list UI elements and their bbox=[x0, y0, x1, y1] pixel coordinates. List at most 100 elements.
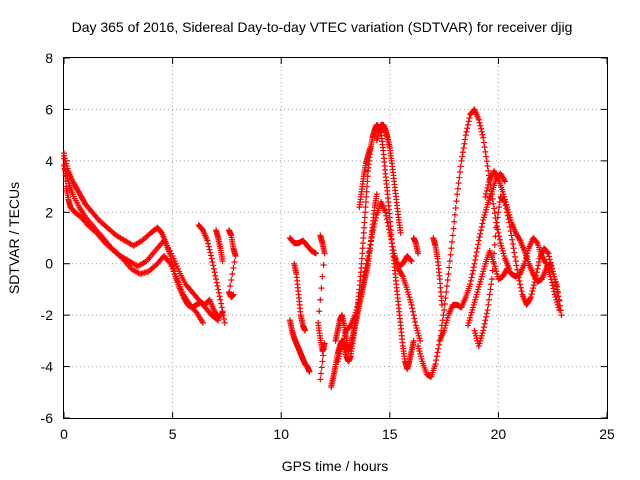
data-point bbox=[449, 238, 456, 245]
data-point bbox=[557, 307, 564, 314]
data-point bbox=[412, 319, 419, 325]
data-point bbox=[213, 276, 220, 283]
data-point bbox=[553, 283, 560, 289]
data-point bbox=[464, 121, 471, 128]
data-point bbox=[482, 193, 489, 200]
data-point bbox=[214, 283, 221, 289]
data-point bbox=[478, 227, 485, 234]
data-point bbox=[510, 245, 517, 252]
series-track-g bbox=[286, 235, 319, 257]
data-point bbox=[449, 232, 456, 239]
data-point bbox=[219, 258, 226, 265]
data-point bbox=[470, 264, 477, 271]
data-point bbox=[495, 209, 502, 216]
data-point bbox=[387, 233, 394, 240]
data-point bbox=[485, 181, 492, 188]
data-point bbox=[221, 319, 228, 326]
data-point bbox=[486, 291, 493, 298]
data-point bbox=[213, 279, 220, 286]
data-point bbox=[535, 262, 542, 269]
series-track-q bbox=[410, 235, 422, 257]
data-point bbox=[490, 259, 497, 265]
data-point bbox=[552, 279, 559, 286]
data-point bbox=[302, 327, 309, 334]
data-point bbox=[317, 376, 324, 383]
series-track-s bbox=[430, 235, 445, 308]
data-point bbox=[215, 286, 222, 293]
data-point bbox=[512, 258, 519, 265]
data-point bbox=[494, 214, 501, 221]
data-point bbox=[480, 139, 487, 146]
y-tick-label: 0 bbox=[45, 256, 53, 272]
data-point bbox=[555, 293, 562, 300]
y-tick-label: -6 bbox=[41, 410, 54, 426]
data-point bbox=[212, 272, 219, 279]
data-point bbox=[360, 235, 367, 241]
data-point bbox=[517, 284, 524, 291]
data-point bbox=[492, 233, 499, 240]
data-point bbox=[484, 163, 491, 169]
series-track-a bbox=[61, 152, 226, 321]
data-point bbox=[209, 259, 216, 265]
data-point bbox=[490, 200, 497, 207]
data-point bbox=[442, 295, 449, 301]
data-point bbox=[215, 317, 222, 324]
data-point bbox=[558, 312, 565, 319]
series-track-r bbox=[415, 106, 513, 380]
data-point bbox=[491, 241, 498, 248]
data-point bbox=[483, 158, 490, 165]
data-point bbox=[383, 216, 390, 223]
data-point bbox=[461, 140, 468, 147]
data-point bbox=[441, 307, 448, 313]
data-point bbox=[205, 240, 212, 247]
data-point bbox=[454, 191, 461, 198]
data-point bbox=[408, 258, 415, 265]
series-track-m bbox=[332, 191, 380, 355]
data-point bbox=[231, 259, 238, 265]
data-point bbox=[554, 289, 561, 296]
data-point bbox=[200, 319, 207, 326]
data-point bbox=[62, 178, 69, 184]
data-point bbox=[409, 308, 416, 315]
data-point bbox=[230, 265, 237, 271]
data-point bbox=[363, 193, 370, 200]
data-point bbox=[546, 253, 553, 260]
data-point bbox=[318, 285, 325, 292]
data-point bbox=[556, 296, 563, 303]
data-point bbox=[463, 128, 470, 135]
data-point bbox=[312, 250, 319, 257]
data-point bbox=[511, 249, 518, 256]
data-point bbox=[508, 232, 515, 239]
data-point bbox=[556, 302, 563, 309]
data-point bbox=[317, 296, 324, 303]
data-point bbox=[454, 185, 461, 192]
data-point bbox=[382, 209, 389, 216]
data-point bbox=[491, 205, 498, 212]
data-point bbox=[361, 224, 368, 231]
data-point bbox=[485, 301, 492, 308]
data-point bbox=[228, 277, 235, 283]
data-point bbox=[496, 236, 503, 243]
data-point bbox=[443, 289, 450, 295]
data-point bbox=[469, 271, 476, 277]
data-point bbox=[493, 224, 500, 231]
data-point bbox=[320, 352, 327, 359]
data-point bbox=[516, 277, 523, 284]
data-point bbox=[363, 188, 370, 195]
data-point bbox=[389, 243, 396, 250]
data-point bbox=[206, 246, 213, 253]
data-point bbox=[316, 308, 323, 315]
data-point bbox=[496, 204, 503, 211]
data-point bbox=[483, 313, 490, 320]
data-point bbox=[208, 255, 215, 262]
data-point bbox=[476, 234, 483, 241]
data-point bbox=[456, 174, 463, 181]
data-point bbox=[410, 312, 417, 319]
series-track-i bbox=[291, 260, 309, 334]
data-point bbox=[210, 265, 217, 272]
data-point bbox=[515, 274, 522, 281]
data-point bbox=[321, 250, 328, 257]
data-point bbox=[474, 245, 481, 252]
data-point bbox=[207, 249, 214, 256]
data-point bbox=[444, 277, 451, 283]
